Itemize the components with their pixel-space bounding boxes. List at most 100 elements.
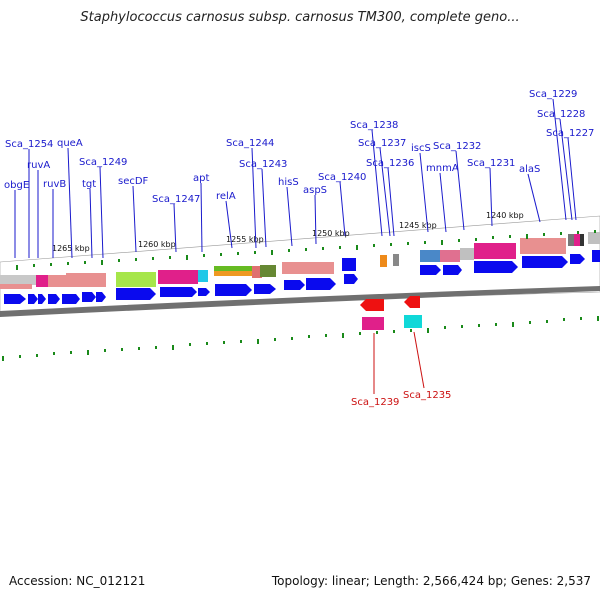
feature-box [48, 275, 66, 287]
scale-labels: 1265 kbp 1260 kbp 1255 kbp 1250 kbp 1245… [52, 211, 524, 253]
gene-arrow [420, 265, 441, 275]
scale-tick [424, 241, 426, 244]
scale-tick [325, 334, 327, 337]
gene-label: aspS [303, 185, 327, 196]
scale-tick [155, 346, 157, 349]
gene-arrow [592, 250, 600, 262]
scale-tick [543, 233, 545, 236]
gene-arrow [284, 280, 305, 290]
scale-tick [257, 339, 259, 344]
feature-box [440, 250, 460, 262]
scale-tick [342, 333, 344, 338]
scale-tick [526, 234, 528, 239]
gene-label: Sca_1240 [318, 172, 366, 183]
scale-tick [577, 231, 579, 234]
gene-label: ruvA [27, 160, 50, 171]
scale-tick [356, 245, 358, 250]
scale-tick [492, 236, 494, 239]
scale-tick [274, 338, 276, 341]
scale-tick [203, 254, 205, 257]
scale-tick [393, 330, 395, 333]
gene-arrow [4, 294, 26, 304]
feature-box [0, 275, 32, 285]
gene-label: Sca_1232 [433, 141, 481, 152]
scale-tick [206, 342, 208, 345]
gene-arrow [215, 284, 252, 296]
scale-tick [172, 345, 174, 350]
gene-label: alaS [519, 164, 540, 175]
scale-tick [359, 332, 361, 335]
feature-box [404, 315, 422, 328]
gene-label: Sca_1243 [239, 159, 287, 170]
gene-label: mnmA [426, 163, 459, 174]
scale-tick [67, 262, 69, 265]
feature-box [362, 317, 384, 330]
scale-tick [189, 343, 191, 346]
feature-box [304, 262, 334, 274]
scale-tick [169, 256, 171, 259]
feature-box [580, 234, 584, 246]
scale-tick [478, 324, 480, 327]
gene-label: Sca_1247 [152, 194, 200, 205]
scale-tick [529, 321, 531, 324]
gene-arrow [474, 261, 518, 273]
feature-box [342, 258, 356, 271]
gene-arrow [116, 288, 156, 300]
gene-arrow [570, 254, 585, 264]
scale-tick [186, 255, 188, 260]
feature-box [116, 272, 156, 287]
scale-tick [376, 331, 378, 334]
scale-tick [101, 260, 103, 265]
scale-label: 1245 kbp [399, 221, 437, 230]
scale-tick [104, 349, 106, 352]
scale-tick [271, 250, 273, 255]
feature-box [460, 248, 474, 260]
gene-arrow [443, 265, 462, 275]
scale-tick [152, 257, 154, 260]
feature-box [574, 234, 580, 246]
gene-label: Sca_1227 [546, 128, 594, 139]
scale-tick [2, 356, 4, 361]
scale-tick [70, 351, 72, 354]
scale-tick [495, 323, 497, 326]
accession-text: Accession: NC_012121 [9, 574, 146, 588]
gene-label: Sca_1249 [79, 157, 127, 168]
feature-box [393, 254, 399, 266]
gene-label: Sca_1239 [351, 397, 399, 408]
gene-label: ruvB [43, 179, 66, 190]
feature-box [158, 270, 198, 284]
gene-arrow [344, 274, 358, 284]
gene-arrow [28, 294, 38, 304]
gene-arrow [96, 292, 106, 302]
gene-label: apt [193, 173, 209, 184]
scale-tick [254, 251, 256, 254]
scale-tick [373, 244, 375, 247]
scale-tick [546, 320, 548, 323]
gene-label: hisS [278, 177, 299, 188]
gene-label: Sca_1254 [5, 139, 53, 150]
gene-label: Sca_1229 [529, 89, 577, 100]
gene-label: Sca_1236 [366, 158, 414, 169]
scale-tick [339, 246, 341, 249]
scale-tick [240, 340, 242, 343]
gene-arrow [38, 294, 46, 304]
scale-tick [223, 341, 225, 344]
gene-labels-top: obgE Sca_1254 ruvA ruvB queA tgt Sca_124… [4, 89, 594, 205]
scale-label: 1250 kbp [312, 229, 350, 238]
gene-label: secDF [118, 176, 149, 187]
scale-tick [121, 348, 123, 351]
gene-arrows [4, 250, 600, 304]
scale-label: 1260 kbp [138, 240, 176, 249]
scale-label: 1255 kbp [226, 235, 264, 244]
scale-tick [19, 355, 21, 358]
scale-label: 1240 kbp [486, 211, 524, 220]
scale-tick [322, 247, 324, 250]
scale-tick [138, 347, 140, 350]
label-leaders [14, 98, 577, 259]
gene-label: Sca_1238 [350, 120, 398, 131]
scale-tick [594, 230, 596, 233]
feature-box [588, 232, 600, 244]
feature-track [0, 232, 600, 289]
scale-ticks [2, 230, 599, 361]
